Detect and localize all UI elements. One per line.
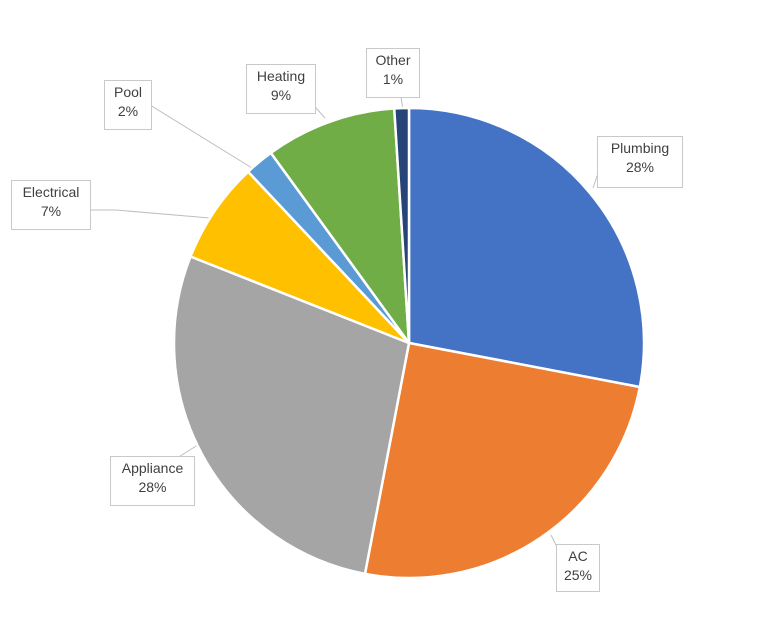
slice-name-pool: Pool (113, 84, 143, 100)
slice-percent-ac: 25% (563, 567, 593, 583)
pie-slice-ac (363, 341, 642, 580)
pie-slice-heating (269, 107, 411, 345)
pie-slice-plumbing (407, 106, 646, 389)
data-label-heating: Heating 9% (246, 64, 316, 114)
pie-slices (172, 106, 646, 580)
leader-line-electrical (91, 209, 211, 219)
slice-name-appliance: Appliance (121, 460, 184, 476)
slice-name-heating: Heating (256, 68, 306, 84)
data-label-pool: Pool 2% (104, 80, 152, 130)
pie-slice-electrical (189, 170, 411, 345)
data-label-ac: AC 25% (556, 544, 600, 592)
slice-percent-other: 1% (382, 71, 404, 87)
slice-percent-heating: 9% (270, 87, 292, 103)
data-label-plumbing: Plumbing 28% (597, 136, 683, 188)
slice-name-other: Other (375, 52, 411, 68)
pie-slice-other (392, 106, 411, 345)
slice-percent-plumbing: 28% (625, 159, 655, 175)
data-label-other: Other 1% (366, 48, 420, 98)
slice-name-ac: AC (568, 548, 588, 564)
data-label-appliance: Appliance 28% (110, 456, 195, 506)
slice-name-plumbing: Plumbing (610, 140, 670, 156)
slice-name-electrical: Electrical (22, 184, 80, 200)
slice-percent-appliance: 28% (138, 479, 167, 495)
pie-slice-appliance (172, 255, 411, 576)
data-label-electrical: Electrical 7% (11, 180, 91, 230)
slice-percent-pool: 2% (117, 103, 139, 119)
slice-percent-electrical: 7% (40, 203, 62, 219)
